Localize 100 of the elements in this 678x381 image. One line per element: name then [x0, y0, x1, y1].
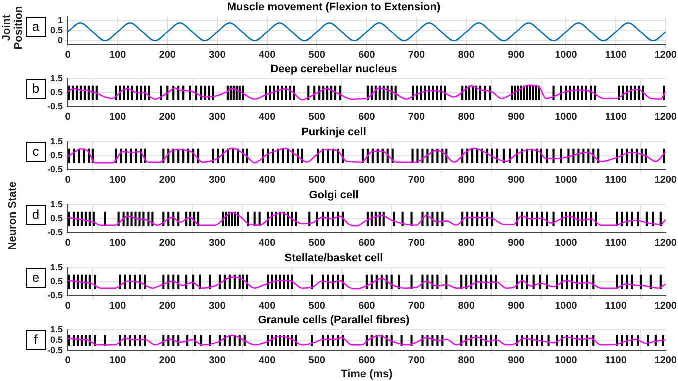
x-tick-label: 700	[408, 300, 426, 312]
x-tick-label: 400	[258, 300, 276, 312]
x-tick-label: 700	[408, 356, 426, 367]
x-tick-label: 100	[109, 238, 127, 249]
x-tick-label: 400	[258, 112, 276, 123]
x-tick-label: 900	[508, 174, 526, 186]
x-tick-label: 300	[209, 112, 226, 123]
x-tick-label: 1100	[605, 50, 628, 61]
x-tick-label: 0	[65, 356, 72, 367]
x-tick-label: 300	[209, 238, 226, 249]
x-tick-label: 1000	[555, 112, 578, 123]
y-tick-label: 1.5	[50, 200, 63, 210]
y-tick-label: 1	[58, 16, 63, 26]
y-tick-label: 0	[58, 36, 63, 46]
text: b	[26, 79, 46, 99]
x-tick-label: 1000	[555, 174, 578, 186]
x-tick-label: 600	[358, 112, 376, 123]
line-series	[68, 212, 666, 227]
text: f	[26, 330, 46, 350]
x-tick-label: 800	[458, 238, 476, 249]
x-tick-label: 1000	[555, 356, 578, 367]
chart-title: Granule cells (Parallel fibres)	[258, 314, 410, 327]
x-tick-label: 900	[508, 50, 526, 61]
line-series	[68, 84, 666, 101]
y-tick-label: 0.5	[50, 214, 63, 224]
y-axis-title: Neuron State	[7, 180, 19, 252]
y-axis-title: Joint Position	[1, 5, 25, 52]
y-tick-label: -0.5	[47, 164, 63, 174]
x-tick-label: 600	[358, 174, 376, 186]
x-tick-label: 1100	[605, 356, 628, 367]
line-series	[68, 276, 666, 290]
x-tick-label: 700	[408, 174, 426, 186]
x-tick-label: 200	[159, 174, 176, 186]
x-tick-label: 1200	[654, 356, 678, 367]
x-tick-label: 700	[408, 112, 426, 123]
x-tick-label: 1100	[605, 300, 628, 312]
text: a	[26, 17, 46, 37]
y-tick-label: 1.5	[50, 262, 63, 273]
x-tick-label: 1200	[654, 174, 678, 186]
x-tick-label: 900	[508, 112, 526, 123]
y-tick-label: 1.5	[50, 324, 63, 335]
x-tick-label: 1000	[555, 50, 578, 61]
x-tick-label: 0	[65, 300, 72, 312]
x-tick-label: 200	[159, 238, 176, 249]
x-tick-label: 900	[508, 356, 526, 367]
y-tick-label: -0.5	[47, 101, 63, 112]
x-tick-label: 100	[109, 112, 127, 123]
y-tick-label: 0.5	[50, 88, 63, 98]
x-tick-label: 300	[209, 174, 226, 186]
x-tick-label: 500	[308, 356, 326, 367]
line-series	[68, 148, 666, 164]
x-tick-label: 100	[109, 356, 127, 367]
x-tick-label: 700	[408, 50, 426, 61]
x-tick-label: 0	[65, 112, 72, 123]
chart-title: Deep cerebellar nucleus	[270, 64, 398, 76]
x-tick-label: 800	[458, 356, 476, 367]
y-tick-label: 1.5	[50, 136, 63, 147]
x-tick-label: 300	[209, 300, 226, 312]
x-tick-label: 500	[308, 238, 326, 249]
x-tick-label: 1200	[654, 112, 678, 123]
line-series	[68, 334, 666, 346]
text: e	[26, 268, 46, 288]
x-axis-title: Time (ms)	[341, 368, 394, 380]
x-tick-label: 800	[458, 50, 476, 61]
x-tick-label: 1100	[605, 174, 628, 186]
chart-title: Golgi cell	[309, 190, 359, 202]
x-tick-label: 200	[159, 300, 176, 312]
x-tick-label: 0	[65, 174, 72, 186]
x-tick-label: 500	[308, 50, 326, 61]
x-tick-label: 600	[358, 50, 376, 61]
y-tick-label: 0.5	[50, 150, 63, 161]
x-tick-label: 600	[358, 238, 376, 249]
x-tick-label: 1100	[605, 112, 628, 123]
x-tick-label: 200	[159, 356, 176, 367]
y-tick-label: 0.5	[50, 276, 63, 287]
y-tick-label: -0.5	[47, 227, 63, 238]
x-tick-label: 100	[109, 300, 127, 312]
x-tick-label: 0	[65, 50, 72, 61]
x-tick-label: 800	[458, 174, 476, 186]
text: c	[26, 142, 46, 162]
x-tick-label: 800	[458, 300, 476, 312]
x-tick-label: 500	[308, 112, 326, 123]
x-tick-label: 600	[358, 356, 376, 367]
x-tick-label: 500	[308, 174, 326, 186]
x-tick-label: 300	[209, 50, 226, 61]
x-tick-label: 400	[258, 50, 276, 61]
y-tick-label: 1.5	[50, 74, 63, 84]
x-tick-label: 100	[109, 174, 127, 186]
chart-title: Stellate/basket cell	[284, 252, 384, 265]
x-tick-label: 1100	[605, 238, 628, 249]
x-tick-label: 300	[209, 356, 226, 367]
x-tick-label: 700	[408, 238, 426, 249]
text: d	[26, 205, 46, 225]
y-tick-label: -0.5	[47, 290, 63, 300]
x-tick-label: 400	[258, 356, 276, 367]
y-tick-label: 0.5	[50, 334, 63, 345]
x-tick-label: 200	[159, 50, 176, 61]
x-tick-label: 1200	[654, 50, 678, 61]
x-tick-label: 800	[458, 112, 476, 123]
x-tick-label: 1200	[654, 300, 678, 312]
